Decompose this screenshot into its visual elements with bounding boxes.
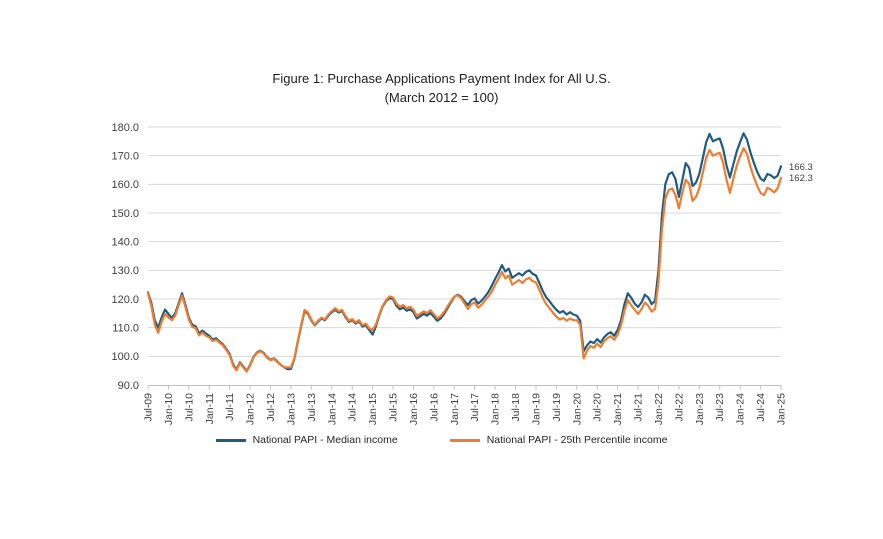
legend-label-25th-percentile: National PAPI - 25th Percentile income bbox=[486, 434, 668, 446]
svg-text:Jul-17: Jul-17 bbox=[469, 393, 481, 422]
svg-text:130.0: 130.0 bbox=[111, 265, 139, 277]
svg-text:Jul-16: Jul-16 bbox=[428, 393, 440, 422]
svg-text:Jul-13: Jul-13 bbox=[306, 393, 318, 422]
chart-title-block: Figure 1: Purchase Applications Payment … bbox=[0, 69, 883, 107]
svg-text:Jan-17: Jan-17 bbox=[449, 393, 461, 425]
svg-text:Jan-14: Jan-14 bbox=[326, 393, 338, 425]
svg-text:Jul-19: Jul-19 bbox=[551, 393, 563, 422]
svg-text:Jan-21: Jan-21 bbox=[612, 393, 624, 425]
svg-text:Jul-21: Jul-21 bbox=[633, 393, 645, 422]
svg-text:Jan-16: Jan-16 bbox=[408, 393, 420, 425]
svg-text:Jan-10: Jan-10 bbox=[163, 393, 175, 425]
svg-text:110.0: 110.0 bbox=[112, 322, 139, 334]
legend-item-median: National PAPI - Median income bbox=[215, 434, 398, 446]
svg-text:162.3: 162.3 bbox=[789, 173, 813, 184]
svg-text:Jan-11: Jan-11 bbox=[204, 393, 216, 424]
svg-text:180.0: 180.0 bbox=[111, 122, 139, 134]
legend-item-25th-percentile: National PAPI - 25th Percentile income bbox=[449, 434, 668, 446]
chart-title: Figure 1: Purchase Applications Payment … bbox=[272, 71, 611, 86]
svg-text:166.3: 166.3 bbox=[789, 162, 813, 173]
svg-text:Jan-25: Jan-25 bbox=[776, 393, 788, 425]
svg-text:Jul-24: Jul-24 bbox=[755, 393, 767, 422]
svg-text:Jul-14: Jul-14 bbox=[347, 393, 359, 422]
svg-text:Jul-11: Jul-11 bbox=[224, 393, 236, 421]
svg-text:Jul-12: Jul-12 bbox=[265, 393, 277, 422]
svg-text:Jul-10: Jul-10 bbox=[183, 393, 195, 422]
svg-text:Jul-23: Jul-23 bbox=[714, 393, 726, 422]
svg-text:Jul-18: Jul-18 bbox=[510, 393, 522, 422]
p25-series-swatch bbox=[449, 438, 480, 442]
svg-text:170.0: 170.0 bbox=[111, 150, 139, 162]
svg-text:Jul-09: Jul-09 bbox=[143, 393, 155, 422]
median-series-swatch bbox=[215, 438, 246, 442]
svg-text:160.0: 160.0 bbox=[111, 179, 139, 191]
chart-legend: National PAPI - Median income National P… bbox=[0, 434, 883, 446]
svg-text:Jan-15: Jan-15 bbox=[367, 393, 379, 425]
svg-text:Jul-15: Jul-15 bbox=[388, 393, 400, 422]
svg-text:150.0: 150.0 bbox=[111, 208, 139, 220]
svg-text:Jan-20: Jan-20 bbox=[571, 393, 583, 425]
svg-text:Jan-18: Jan-18 bbox=[490, 393, 502, 425]
svg-text:Jan-19: Jan-19 bbox=[530, 393, 542, 425]
svg-text:Jan-12: Jan-12 bbox=[245, 393, 257, 425]
svg-text:Jan-22: Jan-22 bbox=[653, 393, 665, 425]
svg-text:120.0: 120.0 bbox=[111, 294, 139, 306]
svg-text:Jan-23: Jan-23 bbox=[694, 393, 706, 425]
svg-text:Jan-24: Jan-24 bbox=[735, 393, 747, 425]
svg-text:140.0: 140.0 bbox=[111, 236, 139, 248]
svg-text:Jul-22: Jul-22 bbox=[673, 393, 685, 422]
svg-text:Jan-13: Jan-13 bbox=[285, 393, 297, 425]
svg-text:Jul-20: Jul-20 bbox=[592, 393, 604, 422]
chart-subtitle: (March 2012 = 100) bbox=[384, 90, 499, 105]
svg-text:90.0: 90.0 bbox=[118, 380, 139, 392]
legend-label-median: National PAPI - Median income bbox=[252, 434, 398, 446]
svg-text:100.0: 100.0 bbox=[111, 351, 139, 363]
